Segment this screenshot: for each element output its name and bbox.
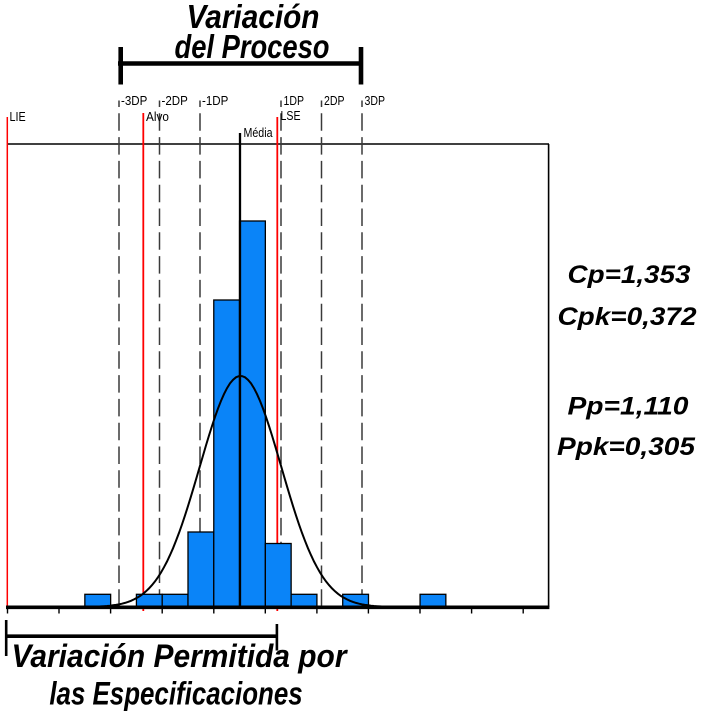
svg-text:LIE: LIE <box>10 109 26 124</box>
svg-text:-2DP: -2DP <box>162 93 188 108</box>
svg-text:3DP: 3DP <box>365 93 386 108</box>
svg-text:2DP: 2DP <box>324 93 345 108</box>
svg-text:Alvo: Alvo <box>146 109 169 124</box>
svg-text:Variación: Variación <box>187 0 320 35</box>
svg-text:Ppk=0,305: Ppk=0,305 <box>557 433 696 461</box>
svg-text:Cp=1,353: Cp=1,353 <box>568 261 691 289</box>
svg-text:Pp=1,110: Pp=1,110 <box>568 393 689 421</box>
svg-text:Média: Média <box>244 125 274 140</box>
svg-text:-1DP: -1DP <box>202 93 228 108</box>
svg-text:LSE: LSE <box>281 108 301 123</box>
svg-text:Variación Permitida por: Variación Permitida por <box>12 638 348 674</box>
svg-text:Cpk=0,372: Cpk=0,372 <box>558 303 697 331</box>
svg-text:del Proceso: del Proceso <box>175 28 330 65</box>
svg-text:1DP: 1DP <box>284 93 305 108</box>
svg-text:las Especificaciones: las Especificaciones <box>49 676 302 712</box>
svg-text:-3DP: -3DP <box>121 93 147 108</box>
